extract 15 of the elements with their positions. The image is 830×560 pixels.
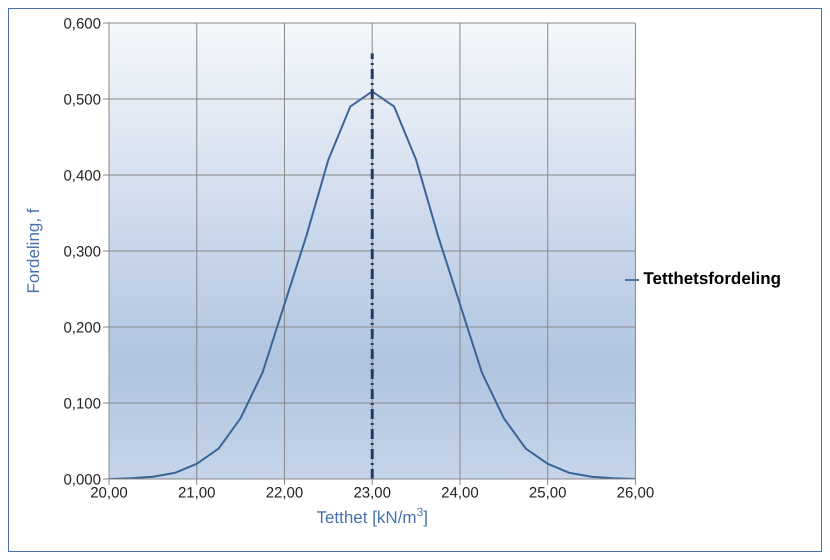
x-tick-label: 21,00 xyxy=(178,484,216,502)
y-tick-label: 0,500 xyxy=(63,91,101,108)
x-tick-label: 25,00 xyxy=(528,484,566,502)
y-tick-label: 0,400 xyxy=(63,167,101,184)
y-tick-label: 0,300 xyxy=(63,243,101,260)
x-tick-label: 24,00 xyxy=(441,484,479,502)
x-tick-label: 26,00 xyxy=(616,484,654,502)
y-tick-label: 0,600 xyxy=(63,15,101,32)
y-tick-label: 0,200 xyxy=(63,319,101,336)
x-axis-title: Tetthet [kN/m$^{3}$] xyxy=(316,505,428,527)
y-tick-label: 0,100 xyxy=(63,395,101,412)
y-axis-title: Fordeling, f xyxy=(24,208,43,294)
legend-label: Tetthetsfordeling xyxy=(643,269,781,288)
x-tick-label: 22,00 xyxy=(266,484,304,502)
x-tick-label: 23,00 xyxy=(353,484,391,502)
